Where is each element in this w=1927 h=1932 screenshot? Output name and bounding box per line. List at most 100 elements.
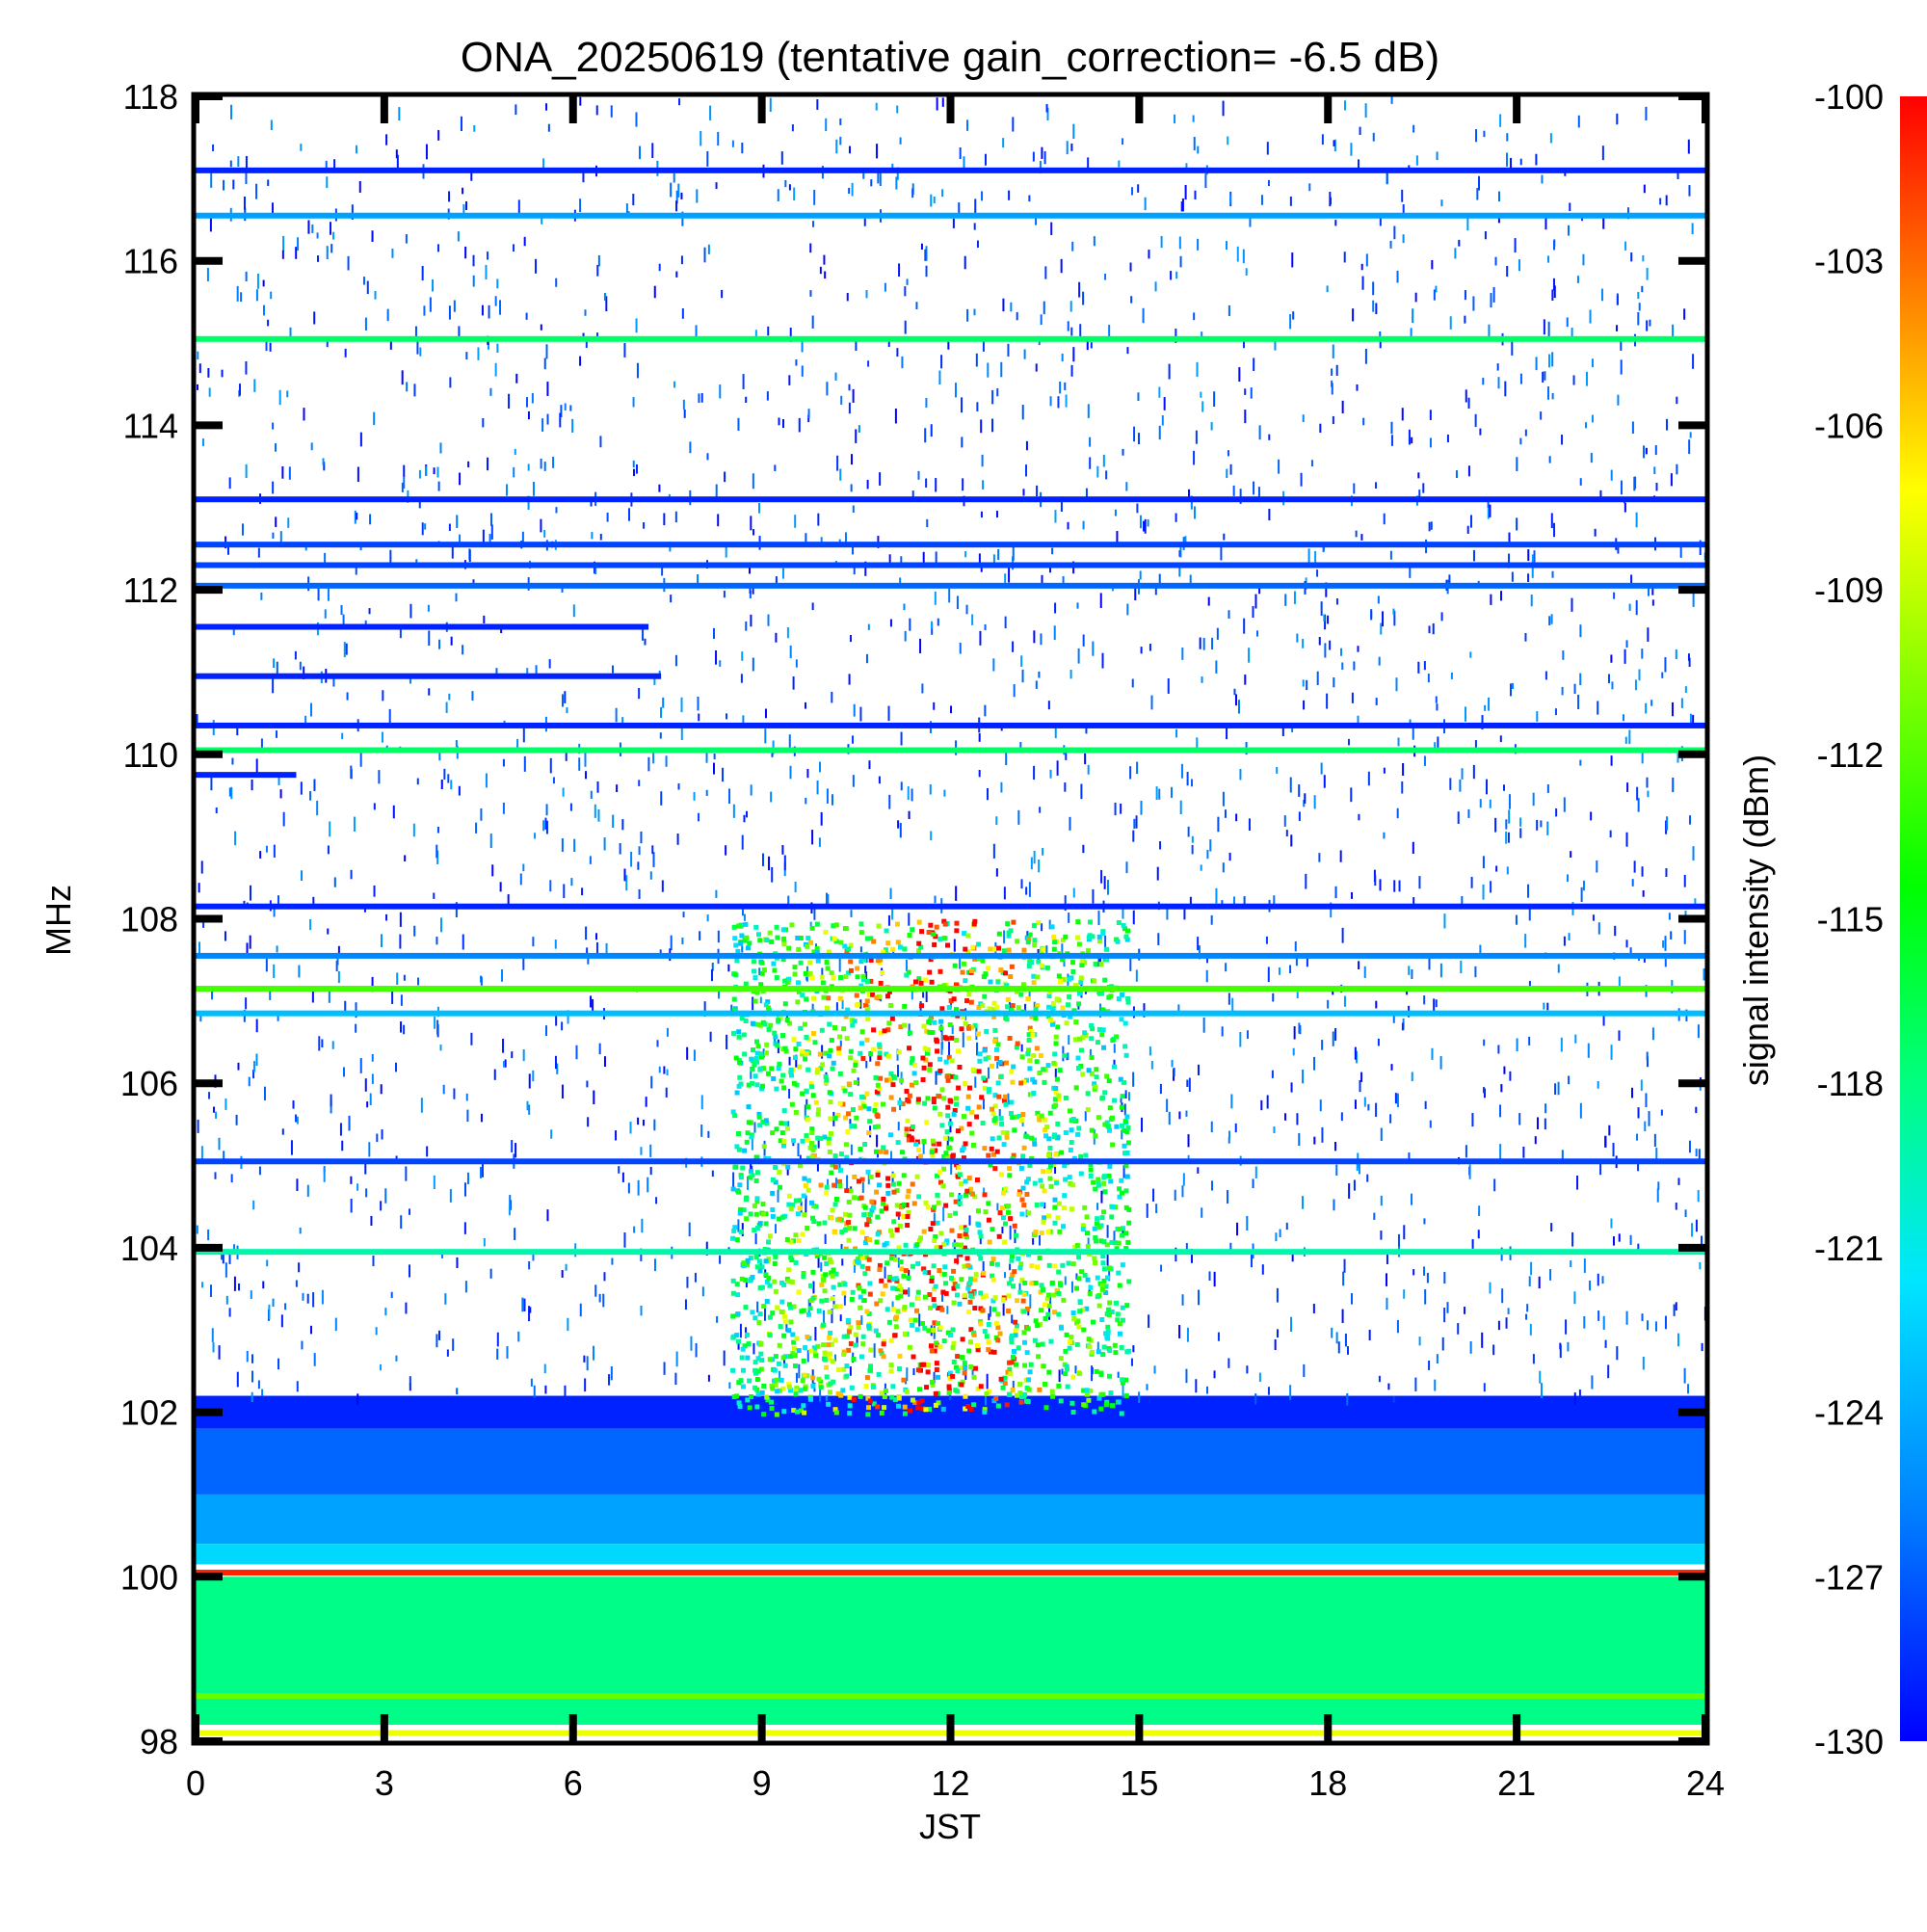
activity-point (992, 658, 995, 672)
enhancement-point (832, 936, 837, 941)
activity-point (1429, 1120, 1432, 1128)
enhancement-point (848, 1092, 854, 1098)
activity-point (1229, 463, 1232, 475)
activity-point (876, 144, 879, 159)
activity-point (451, 544, 454, 559)
enhancement-point (1006, 1309, 1012, 1314)
enhancement-point (1117, 1227, 1122, 1232)
enhancement-point (991, 1000, 997, 1006)
enhancement-point (764, 1298, 770, 1304)
activity-point (1483, 1039, 1486, 1046)
enhancement-point (820, 1273, 826, 1279)
activity-point (1675, 648, 1677, 660)
activity-point (1414, 1377, 1417, 1391)
enhancement-point (986, 966, 991, 971)
enhancement-point (971, 1332, 977, 1337)
activity-point (1307, 548, 1310, 564)
activity-point (1628, 603, 1631, 611)
activity-point (1320, 601, 1323, 616)
activity-point (1022, 489, 1025, 496)
enhancement-point (1062, 1193, 1068, 1199)
enhancement-point (758, 1351, 764, 1357)
activity-point (1278, 967, 1280, 975)
enhancement-point (882, 1028, 887, 1034)
enhancement-point (1018, 1394, 1024, 1400)
enhancement-point (1070, 1117, 1076, 1123)
enhancement-point (734, 1144, 740, 1150)
enhancement-point (810, 1147, 816, 1152)
enhancement-point (824, 1260, 830, 1266)
activity-point (896, 348, 899, 357)
enhancement-point (996, 1233, 1002, 1239)
activity-point (494, 296, 497, 306)
enhancement-point (1021, 1079, 1027, 1085)
activity-point (814, 1327, 817, 1341)
activity-point (1622, 714, 1624, 722)
activity-point (1411, 968, 1413, 979)
enhancement-point (1026, 1387, 1032, 1392)
enhancement-point (860, 1100, 866, 1106)
activity-point (1232, 485, 1235, 496)
activity-point (1636, 786, 1639, 801)
enhancement-point (743, 1197, 749, 1203)
activity-point (763, 1306, 766, 1321)
enhancement-point (1116, 996, 1122, 1002)
activity-point (690, 1336, 693, 1351)
enhancement-point (1092, 1409, 1097, 1415)
activity-point (306, 1184, 309, 1197)
enhancement-point (1026, 1032, 1032, 1038)
activity-point (1470, 876, 1473, 888)
activity-point (255, 758, 258, 774)
activity-point (933, 1371, 936, 1387)
enhancement-point (1006, 1293, 1012, 1299)
activity-point (1434, 1379, 1437, 1391)
enhancement-point (1096, 1303, 1102, 1309)
enhancement-point (1110, 1142, 1116, 1148)
enhancement-point (993, 1320, 999, 1326)
activity-point (326, 246, 329, 259)
activity-point (1359, 126, 1361, 135)
activity-point (878, 776, 881, 784)
activity-point (1561, 1150, 1564, 1160)
enhancement-point (1017, 1265, 1023, 1271)
activity-point (1645, 106, 1648, 120)
enhancement-point (824, 1184, 830, 1190)
activity-point (211, 1328, 214, 1342)
enhancement-point (969, 1130, 975, 1136)
activity-point (1618, 1030, 1621, 1042)
activity-point (1401, 1022, 1404, 1031)
activity-point (197, 351, 199, 360)
enhancement-point (1018, 1080, 1024, 1086)
enhancement-point (884, 1260, 890, 1266)
activity-point (1153, 1365, 1156, 1374)
enhancement-point (757, 938, 763, 943)
enhancement-point (891, 1106, 897, 1112)
enhancement-point (1032, 1141, 1038, 1147)
enhancement-point (1062, 1163, 1068, 1169)
activity-point (678, 98, 681, 106)
activity-point (640, 1147, 643, 1155)
activity-point (321, 1039, 324, 1048)
enhancement-point (1037, 1071, 1043, 1076)
activity-point (805, 797, 807, 805)
activity-point (1559, 1344, 1562, 1359)
activity-point (703, 247, 706, 263)
enhancement-point (774, 975, 779, 981)
activity-point (666, 1069, 669, 1076)
activity-point (1628, 729, 1631, 745)
activity-point (1469, 515, 1472, 528)
activity-point (934, 895, 937, 904)
enhancement-point (947, 1098, 953, 1103)
enhancement-point (1076, 941, 1082, 947)
enhancement-point (865, 1412, 871, 1417)
enhancement-point (860, 1334, 866, 1339)
activity-point (1506, 866, 1509, 875)
enhancement-point (838, 940, 844, 945)
activity-point (1341, 662, 1344, 671)
enhancement-point (767, 1283, 773, 1288)
enhancement-point (821, 1342, 827, 1348)
enhancement-point (972, 918, 978, 924)
activity-point (820, 537, 823, 545)
enhancement-point (842, 1088, 848, 1094)
activity-point (824, 271, 827, 279)
